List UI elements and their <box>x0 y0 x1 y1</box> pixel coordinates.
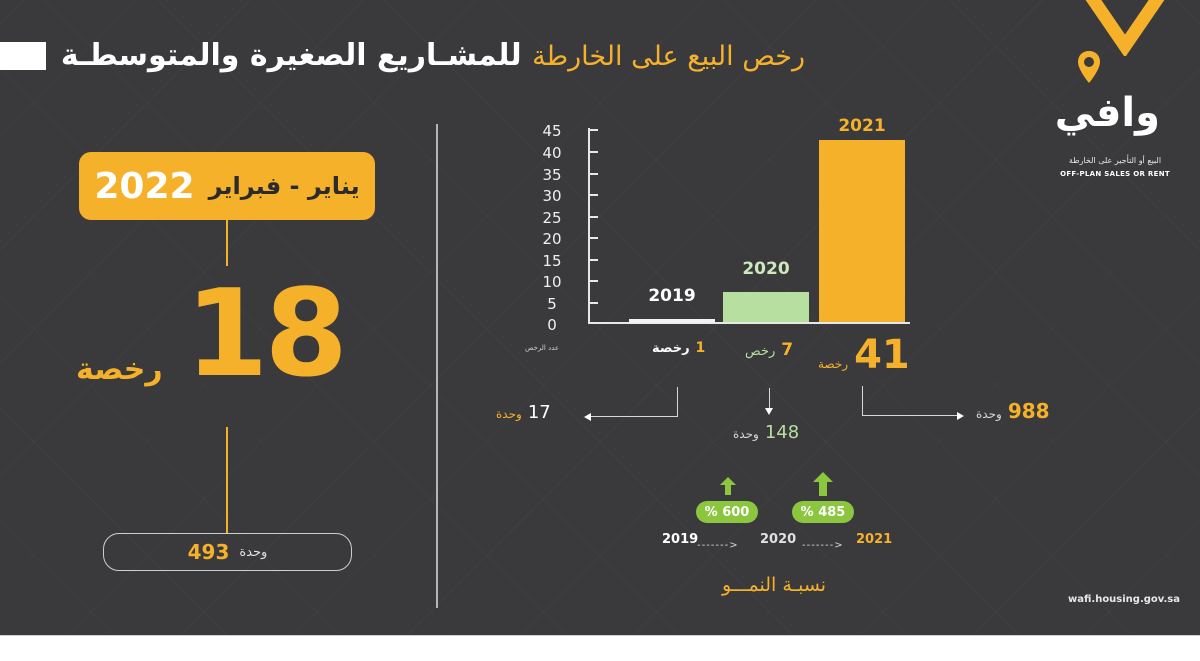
bar-label-2019: 2019 <box>648 286 696 306</box>
y-tick <box>588 302 598 304</box>
logo-chevron-icon <box>1085 0 1165 56</box>
arrow-down-icon <box>765 408 773 415</box>
location-pin-icon <box>1078 51 1100 83</box>
y-tick <box>588 216 598 218</box>
timeline-year-2021: 2021 <box>856 532 893 547</box>
y-axis <box>588 128 590 324</box>
arrow-left-icon <box>584 413 591 421</box>
connector-line-bottom <box>226 427 228 534</box>
y-tick-label: 40 <box>542 144 562 162</box>
period-months: يناير - فبراير <box>208 172 360 200</box>
units-value: 17 <box>527 402 551 423</box>
units-2020: وحدة 148 <box>733 422 799 443</box>
bar-2019 <box>629 319 715 323</box>
units-pill: 493 وحدة <box>103 533 352 571</box>
growth-up-arrow-icon <box>813 472 833 496</box>
title-accent: رخص البيع على الخارطة <box>532 41 805 72</box>
bar-label-2020: 2020 <box>742 259 790 279</box>
infographic-canvas: رخص البيع على الخارطة للمشـاريع الصغيرة … <box>0 0 1200 635</box>
x-axis <box>588 322 910 324</box>
bar-2020 <box>723 292 809 322</box>
y-tick <box>588 237 598 239</box>
connector-2019-vertical <box>677 387 678 417</box>
count-value: 41 <box>854 332 910 378</box>
y-tick-label: 15 <box>542 252 562 270</box>
timeline-arrow: -------> <box>802 540 844 551</box>
units-unit: وحدة <box>976 407 1002 421</box>
units-value: 988 <box>1007 399 1050 423</box>
count-unit: رخصة <box>652 341 690 356</box>
units-unit: وحدة <box>496 407 522 421</box>
count-value: 1 <box>695 340 706 356</box>
count-unit: رخصة <box>818 357 849 371</box>
count-unit: رخص <box>745 344 776 359</box>
y-tick <box>588 129 598 131</box>
bar-2021 <box>819 140 905 322</box>
y-tick-label: 25 <box>542 209 562 227</box>
y-tick-label: 10 <box>542 273 562 291</box>
y-tick <box>588 259 598 261</box>
y-tick-label: 45 <box>542 122 562 140</box>
connector-2019-horizontal <box>590 416 678 417</box>
count-2020: رخص 7 <box>745 340 793 360</box>
growth-up-arrow-icon <box>720 477 736 495</box>
logo-subtitle-arabic: البيع أو التأجير على الخارطة <box>1068 156 1162 165</box>
y-tick <box>588 173 598 175</box>
y-tick-label: 5 <box>547 295 557 313</box>
growth-pill-2019-2020: % 600 <box>696 501 758 523</box>
units-label: وحدة <box>239 544 268 560</box>
section-divider <box>436 124 438 608</box>
y-tick <box>588 280 598 282</box>
y-tick-label: 30 <box>542 187 562 205</box>
connector-2020-vertical <box>769 388 770 410</box>
connector-line-top <box>226 220 228 266</box>
units-2019: وحدة 17 <box>496 402 551 423</box>
background-pattern <box>0 0 1200 635</box>
units-unit: وحدة <box>733 427 759 441</box>
timeline-year-2019: 2019 <box>662 532 699 547</box>
bottom-strip <box>0 635 1200 661</box>
licenses-unit: رخصة <box>76 352 163 387</box>
count-value: 7 <box>781 340 794 360</box>
y-tick-label: 0 <box>547 316 557 334</box>
page-title: رخص البيع على الخارطة للمشـاريع الصغيرة … <box>61 34 805 79</box>
website-url: wafi.housing.gov.sa <box>1068 594 1180 605</box>
y-tick-label: 20 <box>542 230 562 248</box>
growth-title: نسبـة النمـــو <box>722 574 827 596</box>
timeline-year-2020: 2020 <box>760 532 797 547</box>
units-count: 493 <box>187 540 230 564</box>
logo-wordmark: وافي <box>1054 90 1160 136</box>
y-axis-title: عدد الرخص <box>525 344 560 352</box>
period-year: 2022 <box>94 165 195 207</box>
title-main: للمشـاريع الصغيرة والمتوسطـة <box>60 38 522 73</box>
licenses-count: 18 <box>185 265 348 404</box>
period-badge: 2022 يناير - فبراير <box>79 152 375 220</box>
timeline-arrow: -------> <box>697 540 739 551</box>
growth-pill-2020-2021: % 485 <box>792 501 854 523</box>
y-tick-label: 35 <box>542 166 562 184</box>
bar-label-2021: 2021 <box>838 116 886 136</box>
logo-subtitle-english: OFF-PLAN SALES OR RENT <box>1060 170 1170 178</box>
count-2019: رخصة 1 <box>652 340 705 356</box>
y-tick <box>588 151 598 153</box>
arrow-right-icon <box>957 412 964 420</box>
y-tick <box>588 194 598 196</box>
connector-2021-vertical <box>862 386 863 416</box>
count-2021: رخصة 41 <box>818 332 910 378</box>
units-value: 148 <box>764 422 800 443</box>
units-2021: وحدة 988 <box>976 399 1050 423</box>
title-marker-block <box>0 42 46 70</box>
connector-2021-horizontal <box>862 415 958 416</box>
